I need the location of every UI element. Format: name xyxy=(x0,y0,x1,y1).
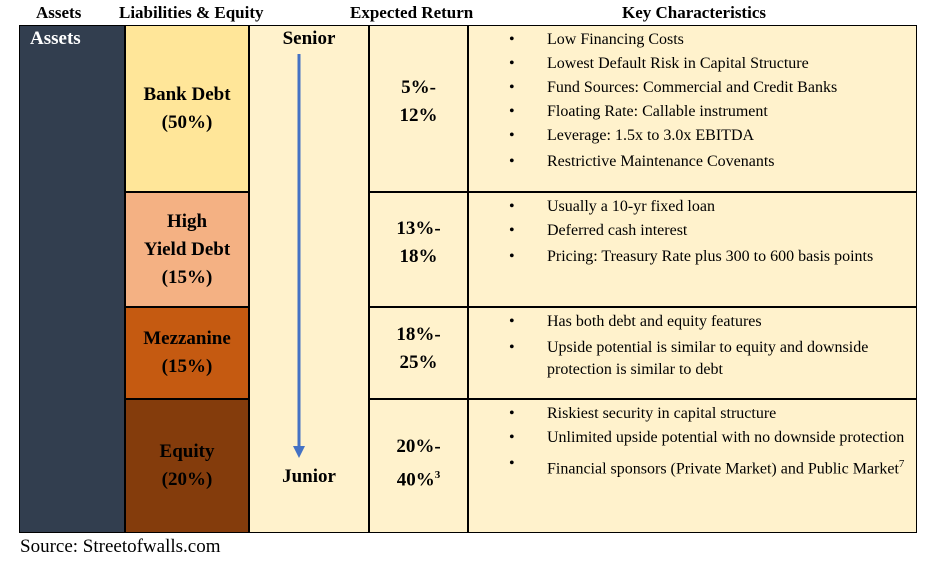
list-item: Unlimited upside potential with no downs… xyxy=(469,427,916,449)
tier-weight: (15%) xyxy=(161,266,213,288)
tier-name-line: High xyxy=(166,210,208,232)
return-high-yield-debt: 13%- 18% xyxy=(369,192,468,307)
characteristics-high-yield-debt: Usually a 10-yr fixed loan Deferred cash… xyxy=(468,192,917,307)
footnote-marker: 7 xyxy=(898,458,905,470)
tier-name-line: Equity xyxy=(159,441,215,462)
list-item: Low Financing Costs xyxy=(469,29,916,51)
header-key-characteristics: Key Characteristics xyxy=(622,3,766,22)
tier-mezzanine: Mezzanine (15%) xyxy=(125,307,249,399)
tier-weight: (15%) xyxy=(161,356,213,377)
characteristics-bank-debt: Low Financing Costs Lowest Default Risk … xyxy=(468,25,917,192)
tier-bank-debt: Bank Debt (50%) xyxy=(125,25,249,192)
header-liabilities-equity: Liabilities & Equity xyxy=(119,3,264,22)
header-assets: Assets xyxy=(36,3,82,22)
tier-high-yield-debt: High Yield Debt (15%) xyxy=(125,192,249,307)
list-item: Fund Sources: Commercial and Credit Bank… xyxy=(469,77,916,99)
return-equity: 20%- 40%3 xyxy=(369,399,468,533)
list-item: Restrictive Maintenance Covenants xyxy=(469,151,916,173)
return-high: 12% xyxy=(399,105,438,126)
return-high: 18% xyxy=(399,246,438,267)
return-high: 25% xyxy=(399,352,438,373)
seniority-arrow-icon xyxy=(293,54,305,458)
list-item: Lowest Default Risk in Capital Structure xyxy=(469,53,916,75)
characteristics-equity: Riskiest security in capital structure U… xyxy=(468,399,917,533)
tier-weight: (20%) xyxy=(161,469,213,490)
junior-label: Junior xyxy=(282,466,336,487)
list-item: Riskiest security in capital structure xyxy=(469,403,916,425)
return-low: 13%- xyxy=(396,218,441,239)
list-item: Financial sponsors (Private Market) and … xyxy=(469,453,916,480)
footnote-marker: 3 xyxy=(434,469,441,481)
return-bank-debt: 5%- 12% xyxy=(369,25,468,192)
header-expected-return: Expected Return xyxy=(350,3,474,22)
return-high: 40%3 xyxy=(396,469,441,491)
assets-label: Assets xyxy=(30,28,81,49)
characteristics-mezzanine: Has both debt and equity features Upside… xyxy=(468,307,917,399)
tier-name-line: Mezzanine xyxy=(143,328,231,349)
return-mezzanine: 18%- 25% xyxy=(369,307,468,399)
seniority-column: Senior Junior xyxy=(249,25,369,533)
tier-equity: Equity (20%) xyxy=(125,399,249,533)
return-low: 18%- xyxy=(396,324,441,345)
list-item: Has both debt and equity features xyxy=(469,311,916,333)
source-citation: Source: Streetofwalls.com xyxy=(20,536,221,557)
list-item: Deferred cash interest xyxy=(469,220,916,242)
list-item: Floating Rate: Callable instrument xyxy=(469,101,916,123)
return-low: 20%- xyxy=(396,436,441,457)
list-item: Usually a 10-yr fixed loan xyxy=(469,196,916,218)
tier-name-line: Yield Debt xyxy=(143,238,231,260)
return-low: 5%- xyxy=(401,77,436,98)
list-item: Upside potential is similar to equity an… xyxy=(469,337,916,381)
list-item: Leverage: 1.5x to 3.0x EBITDA xyxy=(469,125,916,147)
tier-name-line: Bank Debt xyxy=(143,83,231,105)
senior-label: Senior xyxy=(282,28,336,49)
assets-column: Assets xyxy=(19,25,125,533)
list-item: Pricing: Treasury Rate plus 300 to 600 b… xyxy=(469,246,916,268)
tier-weight: (50%) xyxy=(161,111,213,133)
